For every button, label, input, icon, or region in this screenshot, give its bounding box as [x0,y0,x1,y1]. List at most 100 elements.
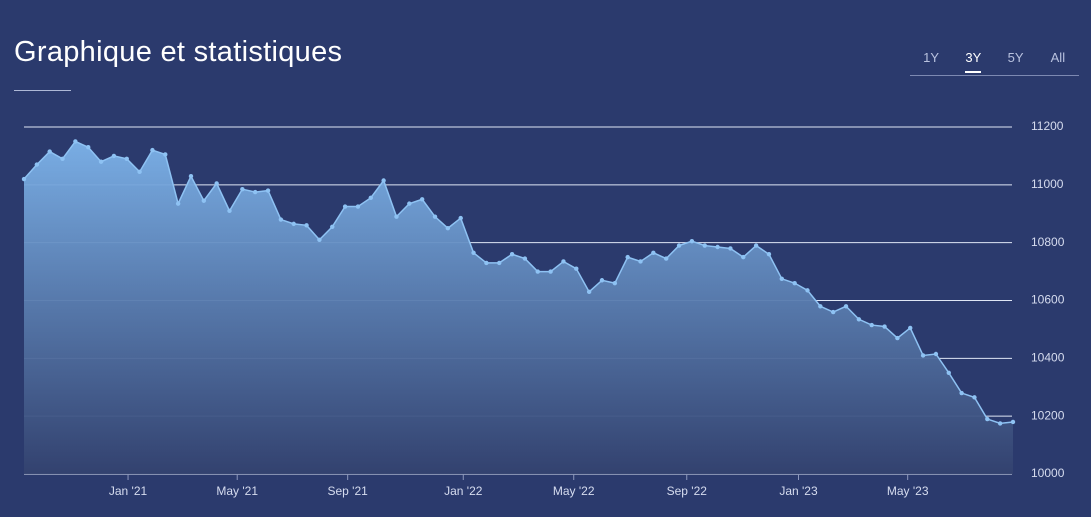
point [227,208,232,214]
point [175,201,181,206]
point [394,214,399,219]
point [1010,419,1016,425]
point [985,416,990,422]
point [509,252,515,257]
page-title: Graphique et statistiques [14,36,343,68]
point [908,325,913,331]
point [252,189,258,195]
line [23,140,1014,425]
y-tick-label: 10000 [1031,466,1065,480]
tab-label: All [1050,50,1066,65]
point [471,250,476,255]
point [535,269,540,274]
point [715,244,720,250]
point [330,224,335,229]
range-tabs: 1Y 3Y 5Y All [910,48,1079,76]
area [24,141,1013,475]
point [304,223,309,228]
point [638,259,643,264]
point [869,322,874,328]
point [856,317,862,322]
point [497,260,502,266]
point [342,204,348,209]
x-tick-label: May '23 [887,484,929,498]
point [522,256,528,261]
point [368,195,373,201]
point [34,162,40,167]
y-tick-label: 10800 [1031,235,1065,249]
y-tick-label: 10200 [1031,408,1065,422]
point [843,304,849,309]
point [317,237,322,242]
point [201,198,207,203]
point [920,353,926,358]
point [124,156,129,162]
point [163,152,168,157]
point [561,259,566,264]
x-tick-label: Jan '22 [444,484,483,498]
tab-label: 5Y [1007,50,1024,65]
point [741,254,746,260]
x-tick-label: May '22 [553,484,595,498]
point [599,278,605,283]
x-tick-label: Jan '21 [109,484,148,498]
point [484,260,489,266]
point [792,280,797,286]
point [612,280,618,286]
point [214,181,219,186]
point [830,309,836,315]
point [278,217,284,222]
point [419,197,425,202]
point [702,243,707,248]
point [689,239,695,244]
point [21,176,27,182]
point [137,169,142,175]
point [188,173,194,179]
point [586,289,592,295]
point [265,188,271,193]
point [753,243,759,248]
point [98,159,104,164]
point [766,252,772,257]
point [445,226,451,231]
x-tick-label: Sep '21 [328,484,369,498]
point [946,370,951,375]
y-tick-label: 11200 [1031,119,1064,133]
y-tick-label: 10600 [1031,293,1065,307]
range-tab[interactable]: 5Y [995,48,1037,75]
point [895,335,900,341]
point [381,178,386,183]
point [728,246,733,251]
point [60,156,65,162]
point [664,256,669,261]
point [651,250,656,255]
y-tick-label: 10400 [1031,351,1065,365]
y-tick-label: 11000 [1031,177,1064,191]
point [240,186,245,192]
tab-label: 3Y [965,50,982,73]
point [882,324,887,329]
point [47,149,52,154]
x-tick-label: Jan '23 [779,484,818,498]
range-tab[interactable]: 3Y [952,48,994,75]
x-tick-label: May '21 [216,484,258,498]
point [574,266,579,271]
point [625,254,630,260]
range-tab[interactable]: All [1037,48,1079,75]
point [407,201,412,206]
point [779,276,785,282]
point [676,243,682,248]
point [972,395,977,400]
point [291,221,296,227]
point [997,421,1003,426]
title-underline [14,90,71,91]
x-tick-label: Sep '22 [667,484,708,498]
point [458,215,463,221]
point [805,288,810,293]
point [86,145,91,150]
point [818,304,823,309]
range-tab[interactable]: 1Y [910,48,952,75]
tab-label: 1Y [923,50,940,65]
